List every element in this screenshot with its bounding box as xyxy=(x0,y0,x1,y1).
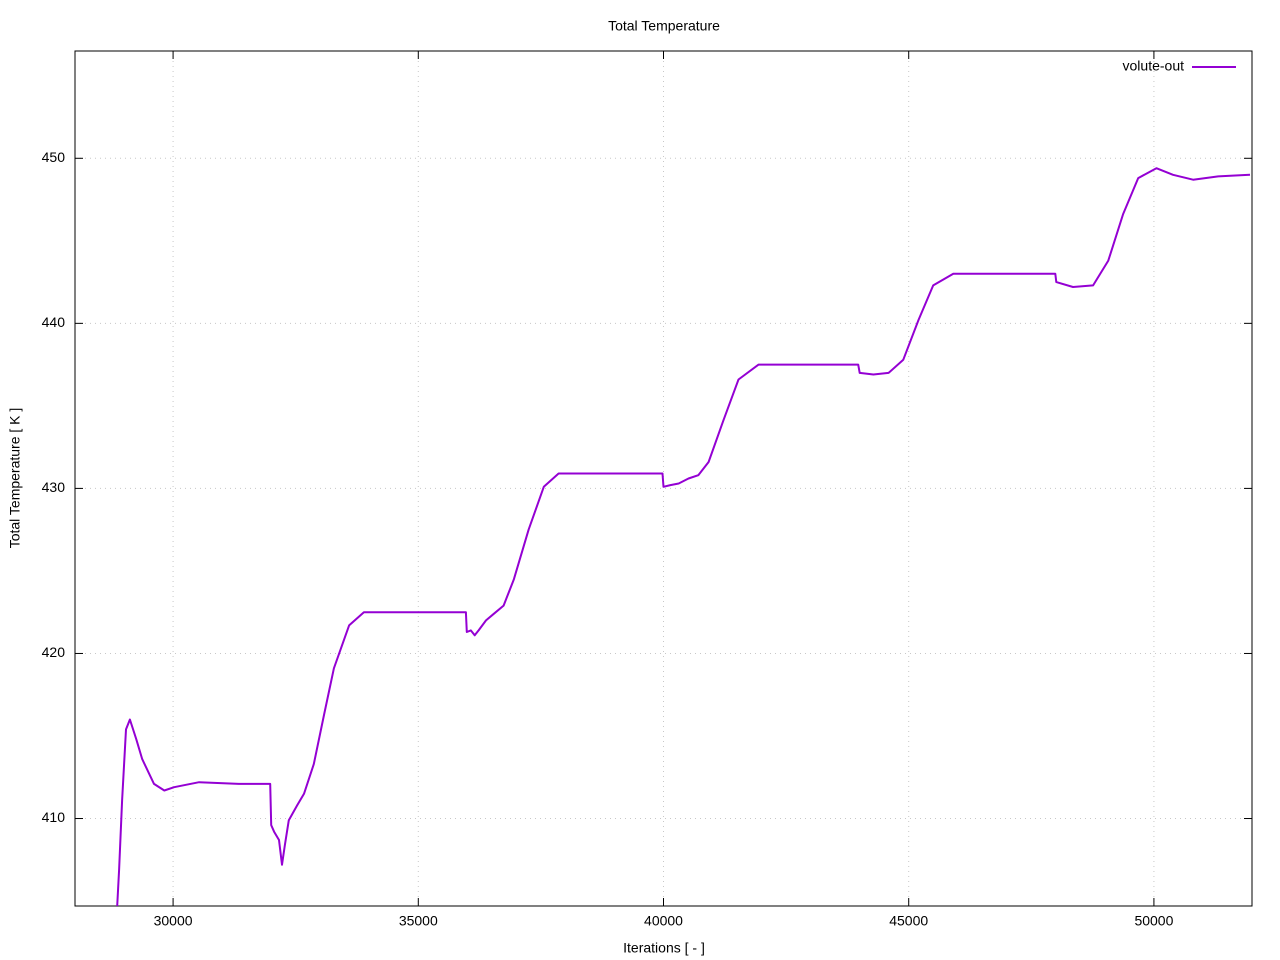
chart-title: Total Temperature xyxy=(608,18,720,34)
line-series xyxy=(116,167,1251,906)
y-tick-label: 430 xyxy=(42,479,66,495)
y-tick-label: 450 xyxy=(42,149,66,165)
x-axis-label: Iterations [ - ] xyxy=(623,940,705,956)
y-axis-label: Total Temperature [ K ] xyxy=(7,408,23,549)
legend-label: volute-out xyxy=(1123,58,1185,74)
x-tick-label: 40000 xyxy=(644,913,683,929)
x-tick-label: 50000 xyxy=(1134,913,1173,929)
x-tick-label: 35000 xyxy=(399,913,438,929)
plot-frame xyxy=(74,50,1253,907)
y-tick-label: 410 xyxy=(42,809,66,825)
y-tick-label: 420 xyxy=(42,644,66,660)
y-tick-label: 440 xyxy=(42,314,66,330)
x-tick-label: 45000 xyxy=(889,913,928,929)
x-tick-label: 30000 xyxy=(154,913,193,929)
